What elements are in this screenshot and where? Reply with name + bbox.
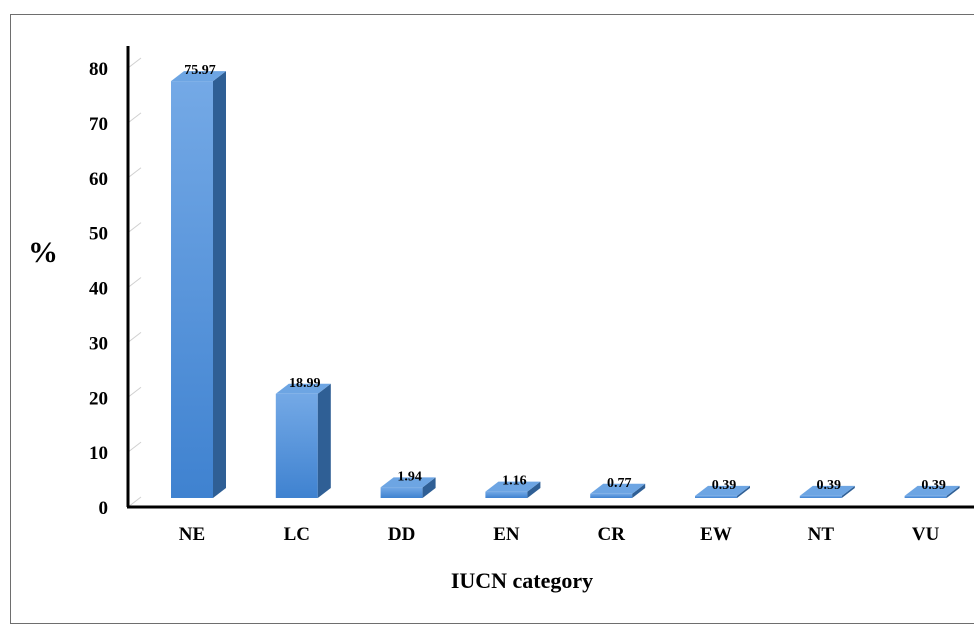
data-label: 0.77: [607, 476, 632, 491]
bar-front-face: [799, 495, 842, 498]
bar-front-face: [380, 487, 423, 498]
bar-top-face: [799, 485, 855, 496]
bar-nt: 0.39: [799, 478, 855, 498]
data-label: 0.39: [712, 478, 737, 493]
y-tick-label: 50: [89, 224, 108, 245]
y-tick-label: 70: [89, 114, 108, 135]
y-tick-label: 80: [89, 59, 108, 80]
bar-front-face: [275, 393, 318, 498]
bar-lc: 18.99: [275, 376, 331, 498]
data-label: 0.39: [921, 478, 946, 493]
x-axis-category-labels: NE LC DD EN CR EW NT VU: [179, 524, 940, 545]
bar-front-face: [171, 81, 213, 498]
bar-side-face: [946, 485, 960, 498]
depth-guide-line: [127, 441, 142, 453]
chart-frame: [10, 14, 974, 624]
x-category-label: CR: [597, 524, 625, 545]
depth-guide-line: [127, 167, 142, 179]
y-tick-label: 0: [99, 498, 109, 519]
depth-guide-line: [127, 386, 142, 398]
bar-side-face: [527, 481, 541, 498]
bar-top-face: [171, 71, 226, 82]
depth-guide-line: [127, 331, 142, 343]
data-label: 18.99: [289, 376, 321, 391]
y-tick-label: 60: [89, 169, 108, 190]
data-label: 1.94: [397, 469, 422, 484]
y-tick-label: 20: [89, 388, 108, 409]
bar-top-face: [275, 383, 331, 394]
bar-front-face: [485, 491, 528, 498]
data-label: 75.97: [184, 63, 216, 78]
y-tick-label: 40: [89, 279, 108, 300]
y-axis-title: %: [28, 236, 58, 269]
bar-en: 1.16: [485, 474, 541, 498]
bar-front-face: [590, 493, 633, 498]
bar-cr: 0.77: [590, 476, 646, 498]
y-axis-ticks: 0 10 20 30 40 50 60 70 80: [89, 59, 108, 519]
bar-chart: 0 10 20 30 40 50 60 70 80 75.97 18.99 1.94 1.16 0.77…: [28, 46, 974, 593]
x-axis-title: IUCN category: [451, 568, 593, 593]
bar-front-face: [695, 495, 737, 498]
bar-ne: 75.97: [171, 63, 226, 498]
bar-top-face: [380, 477, 436, 488]
bar-side-face: [317, 383, 331, 498]
x-category-label: NT: [808, 524, 835, 545]
y-tick-label: 30: [89, 333, 108, 354]
x-category-label: EN: [493, 524, 520, 545]
depth-guide-line: [127, 277, 142, 288]
depth-guide-line: [127, 496, 142, 508]
bars: 75.97 18.99 1.94 1.16 0.77 0.39 0.39 0.39: [171, 63, 960, 498]
depth-guide-line: [127, 222, 142, 234]
x-category-label: EW: [700, 524, 732, 545]
depth-guide-line: [127, 57, 142, 69]
axes: [126, 46, 974, 509]
bar-ew: 0.39: [695, 478, 750, 498]
depth-guides: [127, 57, 142, 508]
bar-dd: 1.94: [380, 469, 436, 498]
bar-side-face: [422, 477, 436, 498]
depth-guide-line: [127, 112, 142, 124]
bar-front-face: [904, 495, 947, 498]
bar-top-face: [485, 481, 541, 492]
bar-side-face: [841, 485, 855, 498]
bar-top-face: [695, 485, 750, 496]
x-category-label: DD: [388, 524, 415, 545]
bar-side-face: [213, 71, 226, 498]
data-label: 0.39: [817, 478, 842, 493]
bar-vu: 0.39: [904, 478, 960, 498]
bar-top-face: [590, 483, 646, 494]
data-label: 1.16: [502, 474, 527, 489]
bar-side-face: [737, 485, 750, 498]
bar-top-face: [904, 485, 960, 496]
y-tick-label: 10: [89, 443, 108, 464]
x-category-label: NE: [179, 524, 205, 545]
x-category-label: LC: [284, 524, 310, 545]
bar-side-face: [632, 483, 646, 498]
x-category-label: VU: [912, 524, 940, 545]
